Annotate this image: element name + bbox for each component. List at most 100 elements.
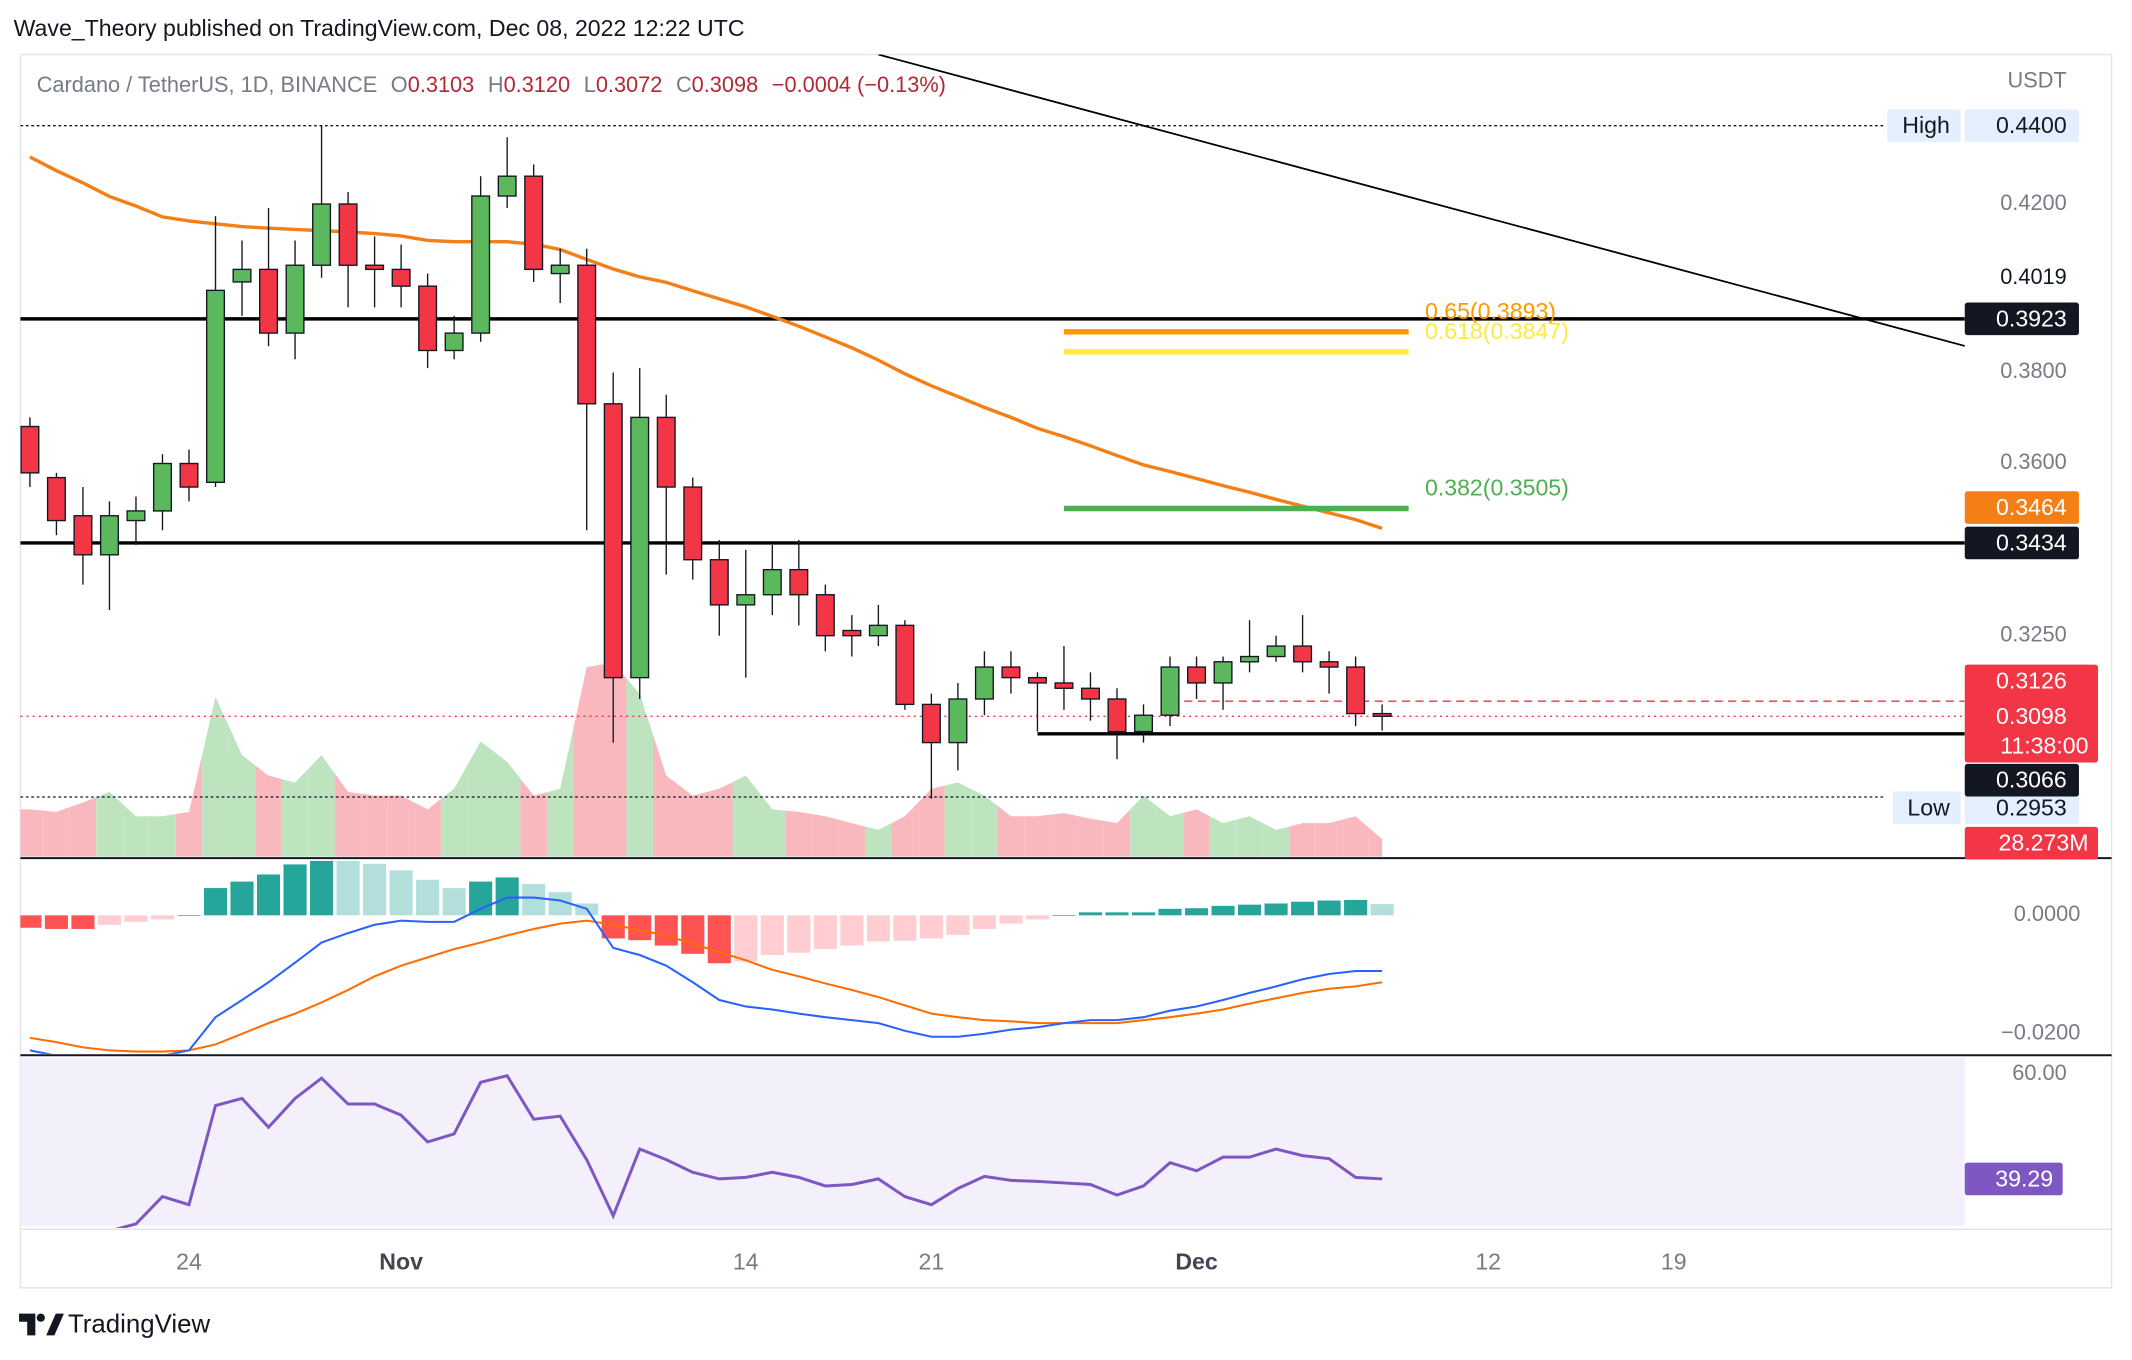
candle-body <box>868 624 888 637</box>
level-label: 0.3066 <box>1996 767 2067 793</box>
macd-histogram-bar <box>1184 908 1209 916</box>
brand: TradingView <box>68 1311 210 1339</box>
candle-body <box>285 264 305 334</box>
volume-area <box>785 810 813 857</box>
volume-area <box>971 789 998 857</box>
candle-body <box>391 268 411 287</box>
candle-body <box>656 416 676 488</box>
volume-area <box>149 814 176 857</box>
macd-histogram-bar <box>1238 904 1262 916</box>
candle-body <box>1133 714 1154 733</box>
y-tick-label: 0.3250 <box>2000 621 2067 646</box>
volume-area <box>467 741 494 857</box>
rsi-band <box>20 1057 1965 1226</box>
x-tick-label: 14 <box>733 1248 759 1274</box>
volume-area <box>706 782 733 857</box>
volume-area <box>1050 813 1078 857</box>
symbol: Cardano / TetherUS, 1D, BINANCE <box>37 72 378 97</box>
volume-area <box>308 755 335 857</box>
candle-body <box>497 175 517 197</box>
macd-tick-label: 0.0000 <box>2014 901 2081 926</box>
candle-body <box>1027 676 1047 684</box>
volume-area <box>1130 795 1157 857</box>
high-label: 0.4400 <box>1996 112 2067 138</box>
legend-key: H <box>488 72 504 97</box>
low-label: 0.2953 <box>1996 794 2067 820</box>
candle-body <box>46 476 66 522</box>
volume-area <box>387 795 415 857</box>
volume-area <box>652 734 680 857</box>
macd-histogram-bar <box>946 915 970 935</box>
volume-area <box>96 791 123 857</box>
y-tick-label: 0.3800 <box>2000 358 2067 383</box>
macd-histogram-bar <box>1370 904 1394 916</box>
logo-mark <box>19 1313 36 1336</box>
macd-histogram-bar <box>71 915 95 929</box>
macd-histogram-bar <box>787 915 811 953</box>
volume-area <box>175 754 203 857</box>
macd-histogram-bar <box>310 860 334 916</box>
macd-histogram-bar <box>1025 915 1050 920</box>
signal-line <box>29 919 1383 1053</box>
macd-histogram-bar <box>177 915 201 917</box>
volume-area <box>1236 816 1263 857</box>
rsi-label-box <box>1964 1162 2063 1196</box>
candle-body <box>205 289 226 483</box>
macd-histogram-bar <box>1131 912 1156 916</box>
candle-body <box>471 195 491 334</box>
candle-body <box>1293 645 1313 663</box>
ema-line <box>29 155 1383 530</box>
candle-body <box>312 203 332 266</box>
x-tick-label: 24 <box>176 1248 202 1274</box>
volume-area <box>440 765 468 857</box>
legend-value: 0.3103 <box>408 72 475 97</box>
high-label-box <box>1964 109 2079 143</box>
volume-area <box>1077 815 1104 857</box>
candle-body <box>1319 661 1339 668</box>
volume-area <box>281 768 309 857</box>
macd-line <box>29 896 1383 1054</box>
volume-area <box>1024 814 1051 857</box>
volume-area <box>573 664 600 857</box>
volume-area <box>493 751 521 857</box>
volume-area <box>228 726 256 857</box>
macd-histogram-bar <box>1317 900 1341 916</box>
legend-change: −0.0004 (−0.13%) <box>772 72 946 97</box>
candle-body <box>762 568 782 596</box>
macd-histogram-bar <box>654 915 678 946</box>
candle-body <box>524 175 544 271</box>
fib-label: 0.382(0.3505) <box>1425 475 1569 501</box>
last-price-label: 0.3098 <box>1996 703 2067 729</box>
macd-histogram-bar <box>813 915 837 950</box>
candle-body <box>20 425 40 474</box>
candle-body <box>709 559 729 606</box>
macd-histogram-bar <box>734 915 758 962</box>
level-label: 0.3923 <box>1996 305 2067 331</box>
candle-body <box>1080 687 1100 700</box>
volume-area <box>891 802 919 857</box>
macd-histogram-bar <box>469 881 493 916</box>
x-tick-label: 19 <box>1661 1248 1687 1274</box>
candle-body <box>1240 655 1260 663</box>
candle-body <box>444 332 464 352</box>
candle-body <box>736 594 756 606</box>
macd-histogram-bar <box>866 915 890 942</box>
macd-histogram-bar <box>1264 903 1288 916</box>
candle-body <box>1001 666 1021 679</box>
candle-body <box>1266 645 1286 658</box>
macd-histogram-bar <box>919 915 943 939</box>
macd-histogram-bar <box>256 874 281 916</box>
rsi-tick-label: 60.00 <box>2012 1060 2066 1085</box>
macd-histogram-bar <box>999 915 1023 924</box>
candle-body <box>73 515 93 556</box>
macd-histogram-bar <box>972 915 996 929</box>
volume-area <box>334 773 362 857</box>
macd-pane <box>20 860 1394 1054</box>
volume-area <box>838 819 866 857</box>
macd-histogram-bar <box>681 915 705 954</box>
macd-histogram-bar <box>442 888 466 916</box>
candle-body <box>815 594 835 637</box>
ema-label-box <box>1964 491 2079 524</box>
publish-header: Wave_Theory published on TradingView.com… <box>14 15 745 41</box>
volume-area <box>1103 809 1131 857</box>
